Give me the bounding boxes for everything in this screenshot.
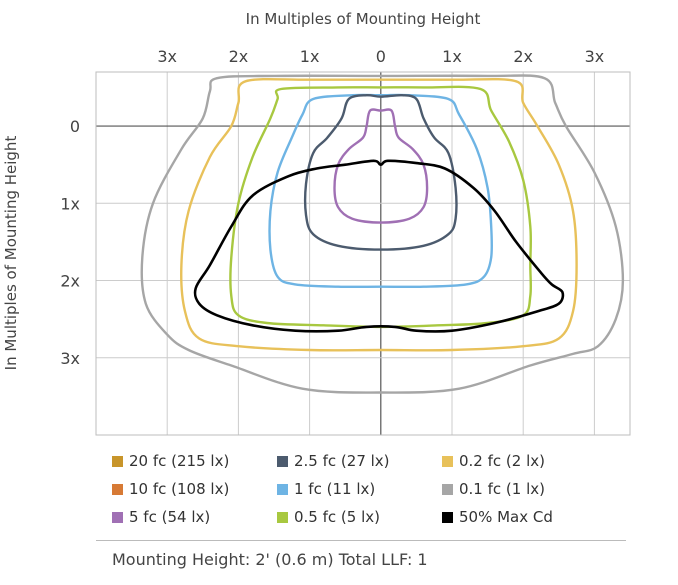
legend-label: 0.5 fc (5 lx) <box>294 508 380 526</box>
legend-item-0_5fc: 0.5 fc (5 lx) <box>277 508 442 526</box>
x-tick-labels: 3x 2x 1x 0 1x 2x 3x <box>157 47 604 66</box>
isolux-chart: In Multiples of Mounting Height In Multi… <box>2 10 631 436</box>
legend-label: 20 fc (215 lx) <box>129 452 230 470</box>
legend-label: 2.5 fc (27 lx) <box>294 452 390 470</box>
x-tick-label: 1x <box>442 47 462 66</box>
legend-swatch <box>442 483 453 495</box>
isolux-contours <box>140 74 625 394</box>
y-tick-label: 3x <box>60 349 80 368</box>
legend-divider <box>96 540 626 541</box>
legend-label: 1 fc (11 lx) <box>294 480 376 498</box>
contour-5fc <box>333 108 429 224</box>
legend-label: 5 fc (54 lx) <box>129 508 211 526</box>
legend-swatch <box>112 455 123 467</box>
legend-swatch <box>277 455 288 467</box>
contour-2_5fc <box>303 93 458 251</box>
legend-swatch <box>277 483 288 495</box>
legend-item-2_5fc: 2.5 fc (27 lx) <box>277 452 442 470</box>
contour-1fc <box>268 93 494 289</box>
legend-label: 0.1 fc (1 lx) <box>459 480 545 498</box>
contour-0_1fc <box>140 74 625 394</box>
contour-0_2fc <box>180 77 578 352</box>
legend-label: 10 fc (108 lx) <box>129 480 230 498</box>
x-tick-label: 2x <box>513 47 533 66</box>
legend-item-0_2fc: 0.2 fc (2 lx) <box>442 452 612 470</box>
legend-item-20fc: 20 fc (215 lx) <box>112 452 277 470</box>
y-tick-label: 2x <box>60 272 80 291</box>
legend-swatch <box>442 455 453 467</box>
legend-item-10fc: 10 fc (108 lx) <box>112 480 277 498</box>
x-tick-label: 0 <box>376 47 386 66</box>
contour-50max <box>193 159 565 333</box>
legend-item-50max: 50% Max Cd <box>442 508 612 526</box>
x-tick-label: 3x <box>157 47 177 66</box>
contour-0_5fc <box>229 85 533 329</box>
y-tick-label: 0 <box>70 117 80 136</box>
legend-swatch <box>277 511 288 523</box>
x-tick-label: 2x <box>229 47 249 66</box>
legend-swatch <box>112 483 123 495</box>
legend-item-0_1fc: 0.1 fc (1 lx) <box>442 480 612 498</box>
grid <box>96 72 630 435</box>
y-tick-labels: 0 1x 2x 3x <box>60 117 80 368</box>
legend-label: 0.2 fc (2 lx) <box>459 452 545 470</box>
y-tick-label: 1x <box>60 194 80 213</box>
x-tick-label: 1x <box>300 47 320 66</box>
x-axis-label: In Multiples of Mounting Height <box>246 10 481 28</box>
mounting-height-note: Mounting Height: 2' (0.6 m) Total LLF: 1 <box>112 550 428 569</box>
y-axis-label: In Multiples of Mounting Height <box>2 136 20 371</box>
legend-item-1fc: 1 fc (11 lx) <box>277 480 442 498</box>
legend-item-5fc: 5 fc (54 lx) <box>112 508 277 526</box>
x-tick-label: 3x <box>585 47 605 66</box>
legend: 20 fc (215 lx) 2.5 fc (27 lx) 0.2 fc (2 lx… <box>112 452 632 526</box>
legend-swatch <box>442 511 453 523</box>
plot-frame <box>95 71 631 436</box>
legend-swatch <box>112 511 123 523</box>
legend-label: 50% Max Cd <box>459 508 553 526</box>
